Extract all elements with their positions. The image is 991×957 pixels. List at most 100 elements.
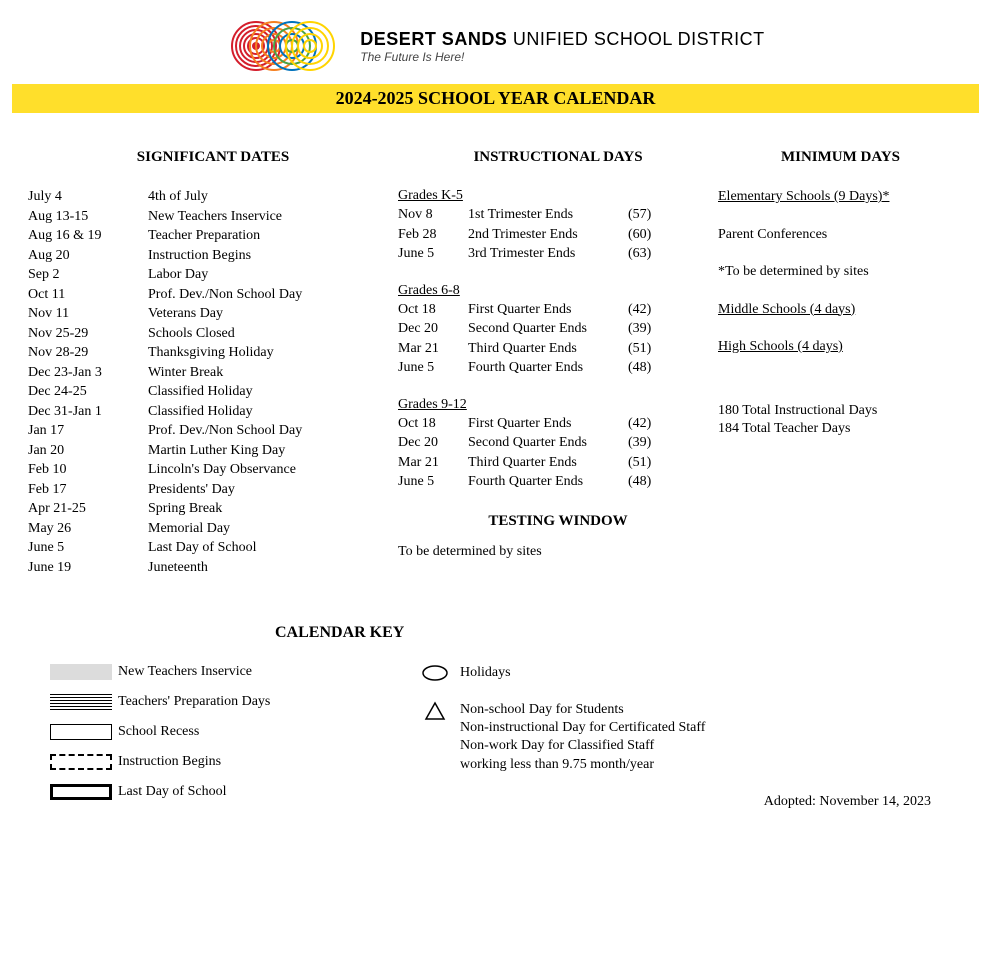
inst-label: 3rd Trimester Ends xyxy=(468,245,628,263)
key-row: Teachers' Preparation Days xyxy=(50,694,420,710)
district-text: DESERT SANDS UNIFIED SCHOOL DISTRICT The… xyxy=(360,29,764,64)
column-instructional: INSTRUCTIONAL DAYS Grades K-5Nov 81st Tr… xyxy=(398,149,718,578)
sig-row: Feb 17Presidents' Day xyxy=(28,481,398,499)
sig-label: Spring Break xyxy=(148,500,222,518)
header: DESERT SANDS UNIFIED SCHOOL DISTRICT The… xyxy=(0,0,991,84)
district-rest: UNIFIED SCHOOL DISTRICT xyxy=(507,29,764,49)
inst-count: (48) xyxy=(628,359,668,377)
inst-count: (42) xyxy=(628,415,668,433)
sig-label: Classified Holiday xyxy=(148,403,253,421)
sig-label: Memorial Day xyxy=(148,520,230,538)
district-name: DESERT SANDS UNIFIED SCHOOL DISTRICT xyxy=(360,29,764,50)
sig-date: Sep 2 xyxy=(28,266,148,284)
key-left: New Teachers Inservice Teachers' Preparat… xyxy=(50,664,420,814)
inst-count: (57) xyxy=(628,206,668,224)
sig-date: June 5 xyxy=(28,539,148,557)
inst-label: First Quarter Ends xyxy=(468,415,628,433)
inst-count: (51) xyxy=(628,340,668,358)
inst-date: Feb 28 xyxy=(398,226,468,244)
inst-label: Fourth Quarter Ends xyxy=(468,473,628,491)
sig-date: Feb 10 xyxy=(28,461,148,479)
inst-label: Second Quarter Ends xyxy=(468,320,628,338)
tagline: The Future Is Here! xyxy=(360,50,764,64)
inst-group-title: Grades 6-8 xyxy=(398,283,718,299)
sig-date: Nov 25-29 xyxy=(28,325,148,343)
key-row: Instruction Begins xyxy=(50,754,420,770)
column-minimum: MINIMUM DAYS Elementary Schools (9 Days)… xyxy=(718,149,963,578)
inst-row: Oct 18First Quarter Ends(42) xyxy=(398,415,718,433)
key-label: New Teachers Inservice xyxy=(118,664,252,680)
sig-date: Aug 16 & 19 xyxy=(28,227,148,245)
sig-label: Lincoln's Day Observance xyxy=(148,461,296,479)
swatch-dashed-icon xyxy=(50,754,112,770)
sig-label: 4th of July xyxy=(148,188,208,206)
inst-date: Dec 20 xyxy=(398,320,468,338)
sig-date: Jan 20 xyxy=(28,442,148,460)
key-label: School Recess xyxy=(118,724,199,740)
triangle-icon xyxy=(420,701,450,726)
sig-label: Classified Holiday xyxy=(148,383,253,401)
key-label: Last Day of School xyxy=(118,784,226,800)
key-line: Non-school Day for Students xyxy=(460,701,705,719)
testing-title: TESTING WINDOW xyxy=(398,513,718,530)
sig-date: Nov 11 xyxy=(28,305,148,323)
sig-label: Prof. Dev./Non School Day xyxy=(148,422,302,440)
inst-count: (42) xyxy=(628,301,668,319)
key-text: Non-school Day for StudentsNon-instructi… xyxy=(460,701,705,774)
key-text: Holidays xyxy=(460,664,511,682)
swatch-recess-icon xyxy=(50,724,112,740)
swatch-thick-icon xyxy=(50,784,112,800)
column-significant: SIGNIFICANT DATES July 44th of JulyAug 1… xyxy=(28,149,398,578)
logo-icon xyxy=(226,18,346,74)
inst-row: Dec 20Second Quarter Ends(39) xyxy=(398,434,718,452)
min-elem: Elementary Schools (9 Days)* xyxy=(718,188,963,206)
sig-label: Thanksgiving Holiday xyxy=(148,344,274,362)
sig-label: Labor Day xyxy=(148,266,208,284)
sig-date: Apr 21-25 xyxy=(28,500,148,518)
sig-date: Dec 23-Jan 3 xyxy=(28,364,148,382)
inst-row: Nov 81st Trimester Ends(57) xyxy=(398,206,718,224)
content: SIGNIFICANT DATES July 44th of JulyAug 1… xyxy=(0,149,991,578)
ellipse-icon xyxy=(420,664,450,687)
sig-date: Feb 17 xyxy=(28,481,148,499)
min-middle: Middle Schools (4 days) xyxy=(718,301,963,319)
sig-date: Dec 24-25 xyxy=(28,383,148,401)
swatch-stripes-icon xyxy=(50,694,112,710)
significant-title: SIGNIFICANT DATES xyxy=(28,149,398,166)
inst-count: (60) xyxy=(628,226,668,244)
sig-date: Nov 28-29 xyxy=(28,344,148,362)
inst-date: Nov 8 xyxy=(398,206,468,224)
key-line: Non-work Day for Classified Staff xyxy=(460,737,705,755)
sig-date: Jan 17 xyxy=(28,422,148,440)
testing-note: To be determined by sites xyxy=(398,544,718,560)
sig-row: Aug 20Instruction Begins xyxy=(28,247,398,265)
sig-row: Dec 24-25Classified Holiday xyxy=(28,383,398,401)
sig-row: Jan 17Prof. Dev./Non School Day xyxy=(28,422,398,440)
key-row: School Recess xyxy=(50,724,420,740)
min-conf: Parent Conferences xyxy=(718,226,963,244)
sig-label: Juneteenth xyxy=(148,559,208,577)
sig-date: Aug 13-15 xyxy=(28,208,148,226)
sig-row: June 5Last Day of School xyxy=(28,539,398,557)
inst-count: (39) xyxy=(628,434,668,452)
inst-row: Dec 20Second Quarter Ends(39) xyxy=(398,320,718,338)
key-row: Non-school Day for StudentsNon-instructi… xyxy=(420,701,941,774)
inst-date: June 5 xyxy=(398,359,468,377)
sig-label: Last Day of School xyxy=(148,539,256,557)
totals: 180 Total Instructional Days 184 Total T… xyxy=(718,402,963,438)
totals-1: 184 Total Teacher Days xyxy=(718,420,963,438)
sig-label: Presidents' Day xyxy=(148,481,235,499)
sig-label: Martin Luther King Day xyxy=(148,442,285,460)
sig-row: Nov 25-29Schools Closed xyxy=(28,325,398,343)
inst-count: (48) xyxy=(628,473,668,491)
inst-row: Feb 282nd Trimester Ends(60) xyxy=(398,226,718,244)
key-line: Holidays xyxy=(460,664,511,682)
sig-date: Aug 20 xyxy=(28,247,148,265)
inst-row: Mar 21Third Quarter Ends(51) xyxy=(398,454,718,472)
sig-date: July 4 xyxy=(28,188,148,206)
inst-label: 1st Trimester Ends xyxy=(468,206,628,224)
sig-row: May 26Memorial Day xyxy=(28,520,398,538)
sig-label: Prof. Dev./Non School Day xyxy=(148,286,302,304)
sig-label: Veterans Day xyxy=(148,305,223,323)
sig-row: Nov 28-29Thanksgiving Holiday xyxy=(28,344,398,362)
